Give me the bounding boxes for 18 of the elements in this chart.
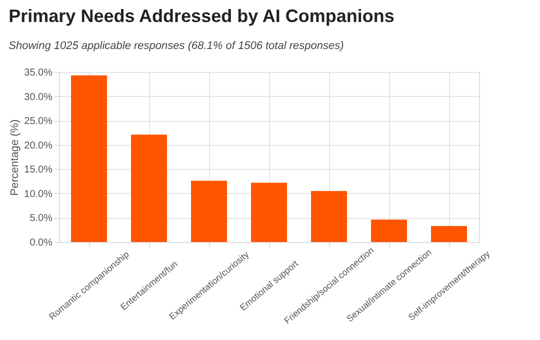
bar [371, 220, 407, 242]
bar [251, 182, 287, 242]
bar [191, 180, 227, 242]
y-tick-label: 30.0% [24, 92, 53, 103]
y-tick-label: 15.0% [24, 164, 53, 176]
y-tick-label: 5.0% [30, 213, 53, 224]
bar [71, 75, 107, 242]
bar [131, 134, 167, 242]
y-tick-label: 0.0% [30, 238, 53, 248]
y-tick-label: 25.0% [24, 116, 53, 128]
bar [431, 226, 467, 242]
y-tick-label: 35.0% [24, 68, 53, 78]
y-tick-label: 20.0% [24, 140, 53, 152]
y-axis-title: Percentage (%) [9, 119, 22, 196]
chart-subtitle: Showing 1025 applicable responses (68.1% of 1506 total responses) [8, 40, 344, 52]
chart-title: Primary Needs Addressed by AI Companions [8, 6, 394, 26]
bar [311, 191, 347, 242]
y-tick-label: 10.0% [24, 188, 53, 200]
